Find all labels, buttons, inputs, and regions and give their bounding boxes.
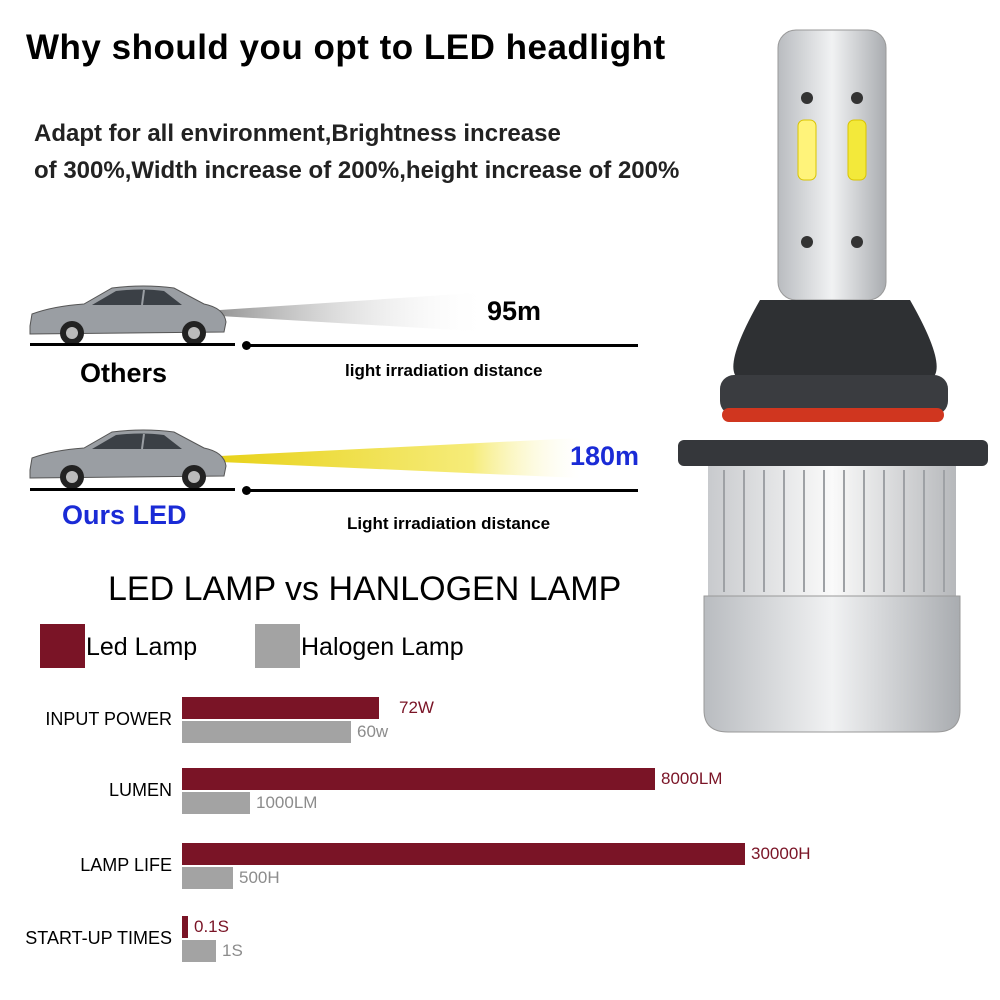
led-value-lumen: 8000LM: [661, 769, 723, 788]
halogen-value-input-power: 60w: [357, 722, 389, 741]
led-bar-lamp-life: [182, 843, 745, 865]
ours-distance: 180m: [570, 441, 640, 471]
others-light-beam: [220, 292, 490, 332]
halogen-bar-lamp-life: [182, 867, 233, 889]
legend-label-halogen: Halogen Lamp: [301, 633, 464, 661]
led-bulb-image: [678, 29, 988, 733]
chart-title: LED LAMP vs HANLOGEN LAMP: [108, 570, 622, 608]
headline: Why should you opt to LED headlight: [26, 28, 666, 67]
legend-swatch-led: [40, 624, 85, 668]
halogen-value-lumen: 1000LM: [256, 793, 318, 812]
ours-label: Ours LED: [62, 500, 187, 530]
led-value-start-up-times: 0.1S: [194, 917, 229, 936]
category-label-lamp-life: LAMP LIFE: [80, 855, 172, 875]
legend-swatch-halogen: [255, 624, 300, 668]
category-label-input-power: INPUT POWER: [45, 709, 172, 729]
halogen-value-start-up-times: 1S: [222, 941, 243, 960]
subtitle-line-2: of 300%,Width increase of 200%,height in…: [34, 157, 680, 184]
led-bar-start-up-times: [182, 916, 188, 938]
legend-label-led: Led Lamp: [86, 633, 198, 661]
others-distance: 95m: [487, 296, 542, 326]
subtitle-line-1: Adapt for all environment,Brightness inc…: [34, 120, 561, 147]
others-track-line: [246, 344, 638, 347]
category-label-lumen: LUMEN: [108, 780, 172, 800]
halogen-bar-input-power: [182, 721, 351, 743]
ours-track-line: [246, 489, 638, 492]
others-car-ground-line: [30, 343, 235, 346]
others-label: Others: [80, 358, 168, 388]
others-car-image: [29, 285, 227, 345]
ours-car-image: [29, 429, 227, 489]
others-caption: light irradiation distance: [345, 361, 543, 380]
category-label-start-up-times: START-UP TIMES: [25, 928, 172, 948]
led-bar-lumen: [182, 768, 655, 790]
ours-light-beam: [220, 438, 580, 478]
led-bar-input-power: [182, 697, 379, 719]
led-value-input-power: 72W: [399, 698, 434, 717]
halogen-bar-lumen: [182, 792, 250, 814]
led-value-lamp-life: 30000H: [751, 844, 811, 863]
ours-caption: Light irradiation distance: [347, 514, 551, 533]
ours-car-ground-line: [30, 488, 235, 491]
halogen-value-lamp-life: 500H: [239, 868, 280, 887]
halogen-bar-start-up-times: [182, 940, 216, 962]
